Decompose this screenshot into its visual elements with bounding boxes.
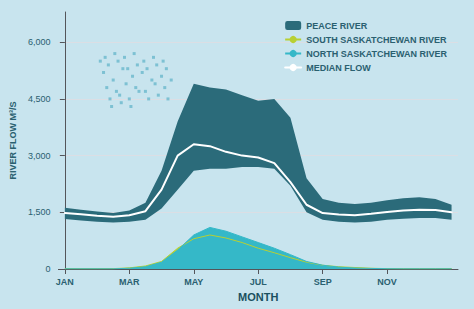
svg-text:MAR: MAR	[119, 277, 140, 287]
svg-text:RIVER FLOW M³/S: RIVER FLOW M³/S	[8, 102, 18, 180]
svg-text:JAN: JAN	[56, 277, 74, 287]
svg-text:0: 0	[45, 264, 50, 274]
svg-text:SEP: SEP	[314, 277, 332, 287]
svg-text:PEACE RIVER: PEACE RIVER	[306, 21, 368, 31]
svg-text:6,000: 6,000	[28, 37, 51, 47]
svg-text:MONTH: MONTH	[238, 291, 278, 303]
svg-text:NORTH SASKATCHEWAN RIVER: NORTH SASKATCHEWAN RIVER	[306, 49, 447, 59]
svg-text:4,500: 4,500	[28, 94, 51, 104]
svg-text:3,000: 3,000	[28, 151, 51, 161]
svg-text:MEDIAN FLOW: MEDIAN FLOW	[306, 63, 371, 73]
svg-text:NOV: NOV	[377, 277, 397, 287]
svg-text:1,500: 1,500	[28, 207, 51, 217]
svg-text:MAY: MAY	[184, 277, 203, 287]
svg-text:JUL: JUL	[250, 277, 268, 287]
svg-text:SOUTH SASKATCHEWAN RIVER: SOUTH SASKATCHEWAN RIVER	[306, 35, 447, 45]
